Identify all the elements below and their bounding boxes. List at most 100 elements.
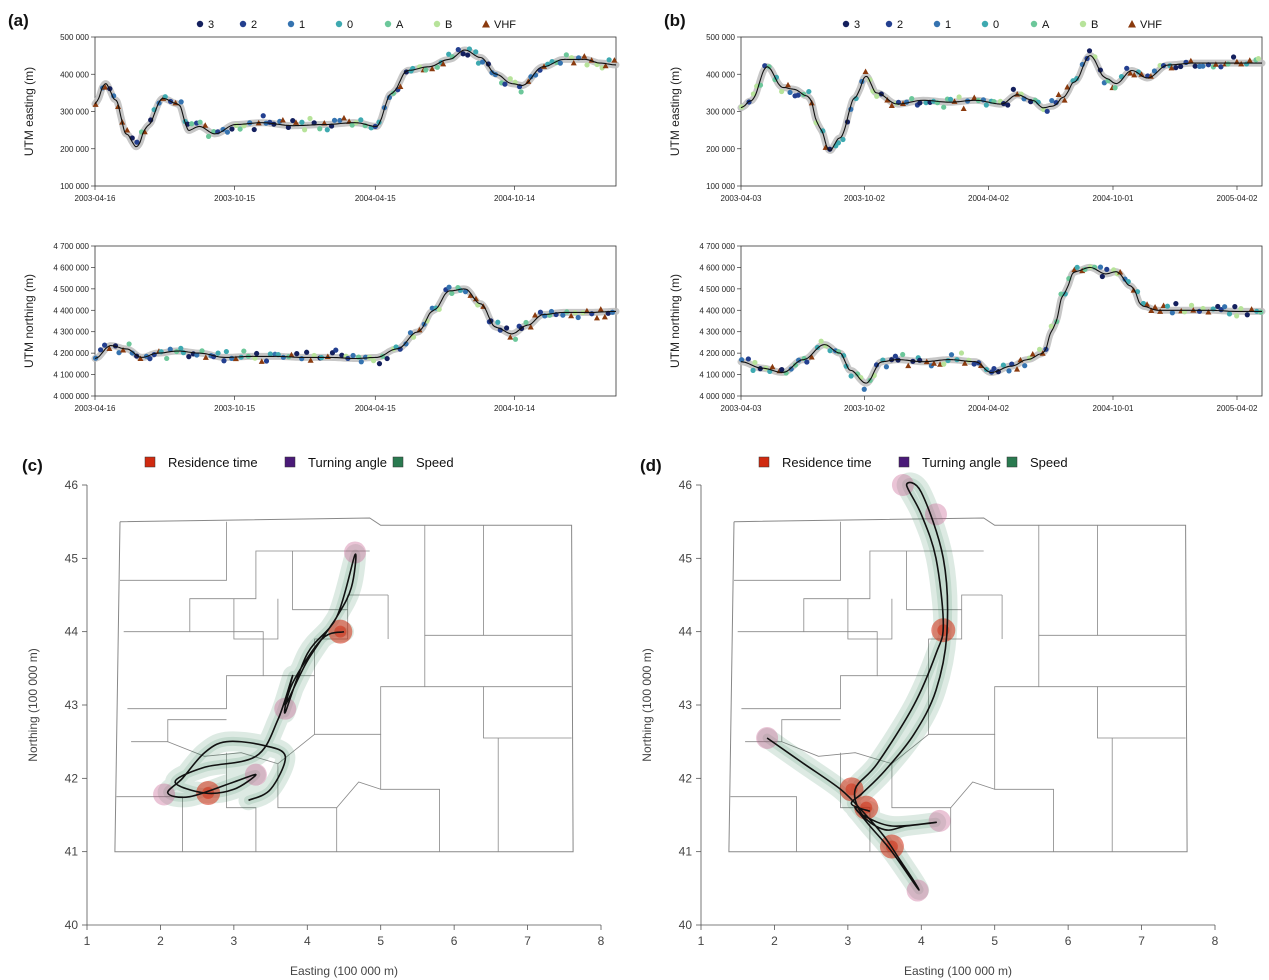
location-point [848, 373, 854, 379]
county-boundary [781, 733, 929, 765]
county-boundary [847, 598, 893, 640]
location-point [260, 113, 266, 119]
location-point [787, 89, 793, 96]
location-point-vhf [1148, 307, 1155, 314]
x-tick-label: 2 [157, 934, 164, 948]
legend-label-1: 1 [299, 19, 305, 31]
location-point [1092, 54, 1098, 60]
location-point [503, 325, 510, 331]
location-point [1099, 273, 1105, 280]
location-point [1225, 61, 1231, 67]
location-point-vhf [307, 357, 314, 363]
location-point-vhf [258, 358, 265, 364]
location-point-vhf [120, 346, 127, 353]
y-tick-label: 40 [65, 918, 79, 932]
location-point [563, 52, 569, 58]
state-legend-d: Residence time Turning angle Speed [758, 455, 1068, 470]
y-tick-label: 4 200 000 [699, 349, 735, 358]
location-point [945, 357, 951, 364]
smoothed-track-line [740, 266, 1262, 384]
location-point [460, 51, 466, 57]
location-point [1135, 69, 1142, 75]
x-tick-label: 6 [451, 934, 458, 948]
x-tick-label: 8 [598, 934, 605, 948]
location-point-vhf [1168, 64, 1175, 71]
legend-swatch-turning [284, 456, 296, 468]
location-point [178, 345, 184, 351]
movement-track-line [166, 553, 357, 802]
location-point [333, 347, 339, 353]
location-point [507, 76, 513, 82]
x-tick-label: 2003-04-16 [75, 404, 116, 413]
location-point [280, 354, 286, 360]
location-point [1244, 312, 1250, 318]
location-point [403, 341, 409, 347]
location-point [410, 334, 417, 340]
y-tick-label: 4 700 000 [699, 242, 735, 251]
legend-label-2: 2 [251, 19, 257, 31]
location-point-vhf [288, 351, 295, 358]
y-tick-label: 4 500 000 [699, 285, 735, 294]
location-point [1234, 313, 1240, 319]
y-axis-title: Northing (100 000 m) [640, 648, 654, 761]
location-point-vhf [862, 68, 869, 75]
location-point-vhf [440, 60, 447, 67]
location-point [1218, 64, 1224, 70]
county-boundary [994, 734, 1054, 852]
location-point-vhf [202, 122, 209, 128]
location-point-vhf [1064, 84, 1071, 90]
location-point-vhf [1144, 301, 1151, 307]
location-point [465, 52, 471, 58]
legend-swatch-residence [758, 456, 770, 468]
location-point [1006, 368, 1012, 374]
location-point-vhf [1127, 70, 1134, 76]
location-point-vhf [467, 292, 474, 298]
legend-swatch-1 [933, 20, 941, 28]
location-point [223, 348, 229, 355]
location-point [883, 364, 890, 370]
location-point-vhf [785, 81, 792, 88]
location-point-vhf [1246, 57, 1253, 63]
x-tick-label: 5 [991, 934, 998, 948]
x-tick-label: 2003-10-15 [214, 404, 255, 413]
location-point [792, 362, 799, 368]
turning-angle-state-marker [344, 541, 367, 564]
location-point [337, 117, 343, 124]
legend-label-0: 0 [347, 19, 353, 31]
location-point [436, 306, 442, 312]
county-boundary [1038, 525, 1098, 636]
location-point [479, 59, 486, 65]
location-point-vhf [1029, 350, 1036, 357]
location-point [947, 96, 954, 102]
location-point [102, 342, 108, 348]
legend-swatch-turning [898, 456, 910, 468]
location-point [299, 356, 305, 362]
location-point-vhf [340, 114, 347, 121]
location-point [779, 88, 785, 95]
location-point [126, 341, 132, 347]
x-tick-label: 2004-04-15 [355, 404, 396, 413]
location-point [560, 312, 566, 318]
location-point [835, 140, 842, 146]
location-class-legend-b: 3 2 1 0 A B VHF [842, 19, 1162, 31]
location-point-vhf [884, 96, 891, 103]
location-point [462, 289, 469, 295]
location-point-vhf [568, 312, 575, 319]
location-point-vhf [124, 126, 131, 133]
location-point-vhf [960, 105, 967, 112]
x-tick-label: 4 [304, 934, 311, 948]
location-point [455, 47, 461, 53]
location-point [1258, 309, 1264, 315]
y-tick-label: 46 [679, 478, 693, 492]
legend-label-VHF: VHF [494, 19, 516, 31]
location-point [277, 118, 283, 124]
legend-swatch-2 [885, 20, 893, 28]
x-tick-label: 2004-04-02 [968, 404, 1009, 413]
x-tick-label: 2005-04-02 [1217, 404, 1258, 413]
location-point [397, 346, 403, 352]
plot-frame [94, 245, 617, 397]
location-point [267, 351, 273, 357]
location-point [429, 305, 435, 311]
location-point [233, 122, 239, 128]
